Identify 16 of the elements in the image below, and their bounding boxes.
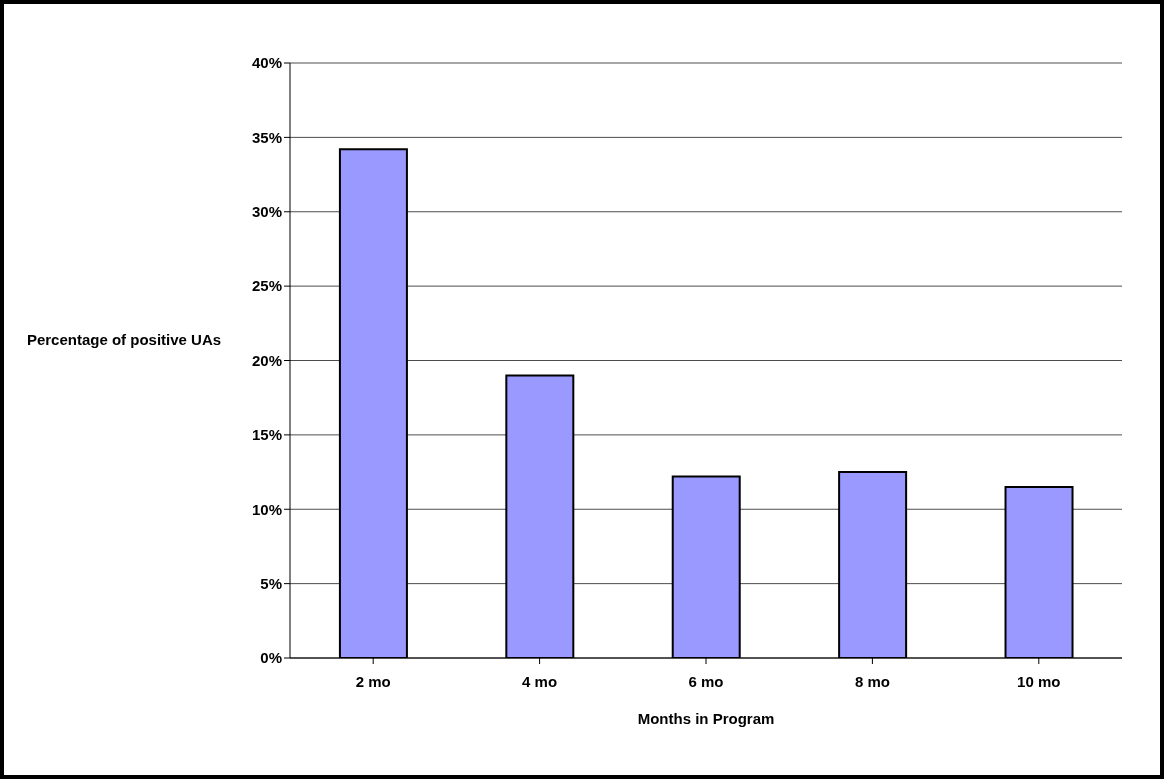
x-tick-label: 2 mo xyxy=(355,672,391,690)
x-tick-label: 8 mo xyxy=(854,672,890,690)
y-tick-label: 5% xyxy=(260,574,282,592)
x-axis-title: Months in Program xyxy=(637,710,775,727)
y-tick-label: 30% xyxy=(251,203,282,221)
y-tick-label: 40% xyxy=(251,54,282,72)
y-tick-label: 35% xyxy=(251,128,282,146)
y-tick-label: 10% xyxy=(251,500,282,518)
y-tick-label: 20% xyxy=(251,351,282,369)
y-tick-label: 0% xyxy=(260,649,282,667)
x-tick-label: 4 mo xyxy=(522,672,558,690)
x-tick-label: 6 mo xyxy=(688,672,724,690)
x-tick-label: 10 mo xyxy=(1017,672,1061,690)
y-tick-label: 25% xyxy=(251,277,282,295)
y-tick-label: 15% xyxy=(251,426,282,444)
y-axis-title: Percentage of positive UAs xyxy=(25,330,223,350)
